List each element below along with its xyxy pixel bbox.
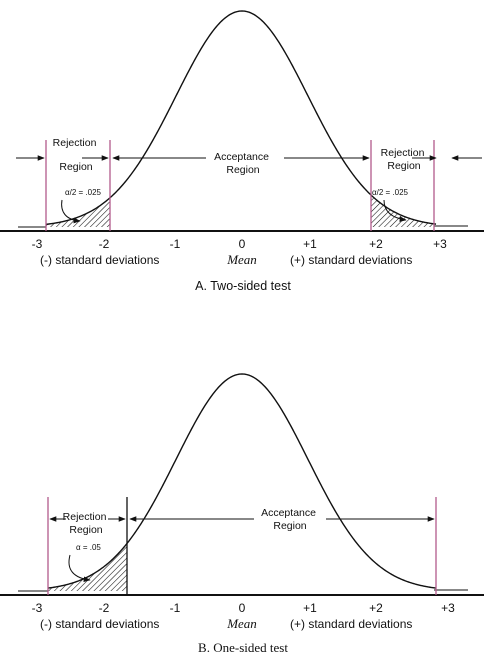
- alpha-left-label: α/2 = .025: [65, 188, 102, 197]
- tick-label: -3: [32, 601, 43, 615]
- tick-label: -1: [170, 601, 181, 615]
- alpha-right-pointer: [383, 199, 407, 222]
- alpha-label: α = .05: [76, 543, 101, 552]
- positive-deviations-label: (+) standard deviations: [290, 617, 412, 631]
- axis-tick-labels: -3 -2 -1 0 +1 +2 +3: [32, 601, 456, 615]
- panel-b-caption: B. One-sided test: [198, 640, 288, 655]
- rejection-left-label: Rejection Region: [53, 137, 100, 173]
- tick-label: -1: [170, 237, 181, 251]
- negative-deviations-label: (-) standard deviations: [40, 617, 159, 631]
- acceptance-label: Acceptance Region: [261, 507, 319, 532]
- tick-label: +3: [441, 601, 455, 615]
- panel-a-two-sided: Rejection Region Acceptance Region Rejec…: [0, 10, 484, 293]
- right-rejection-tail-shading: [371, 195, 434, 227]
- tick-label: +3: [433, 237, 447, 251]
- negative-deviations-label: (-) standard deviations: [40, 253, 159, 267]
- left-rejection-tail-shading: [46, 197, 110, 227]
- acceptance-label: Acceptance Region: [214, 151, 272, 176]
- alpha-left-pointer: [61, 199, 81, 224]
- tick-label: -3: [32, 237, 43, 251]
- tick-label: 0: [239, 237, 246, 251]
- panel-b-one-sided: Rejection Region Acceptance Region α = .…: [0, 373, 484, 655]
- mean-label: Mean: [226, 616, 257, 631]
- panel-a-caption: A. Two-sided test: [195, 279, 291, 293]
- rejection-label: Rejection Region: [63, 511, 110, 536]
- alpha-pointer: [68, 554, 91, 582]
- tick-label: +2: [369, 237, 383, 251]
- tick-label: 0: [239, 601, 246, 615]
- tick-label: -2: [99, 237, 110, 251]
- bell-curve: [47, 373, 437, 589]
- rejection-tail-shading: [48, 543, 127, 591]
- axis-tick-labels: -3 -2 -1 0 +1 +2 +3: [32, 237, 448, 251]
- positive-deviations-label: (+) standard deviations: [290, 253, 412, 267]
- tick-label: +1: [303, 237, 317, 251]
- tick-label: +2: [369, 601, 383, 615]
- tick-label: +1: [303, 601, 317, 615]
- mean-label: Mean: [226, 252, 257, 267]
- tick-label: -2: [99, 601, 110, 615]
- alpha-right-label: α/2 = .025: [372, 188, 409, 197]
- rejection-right-label: Rejection Region: [381, 147, 428, 172]
